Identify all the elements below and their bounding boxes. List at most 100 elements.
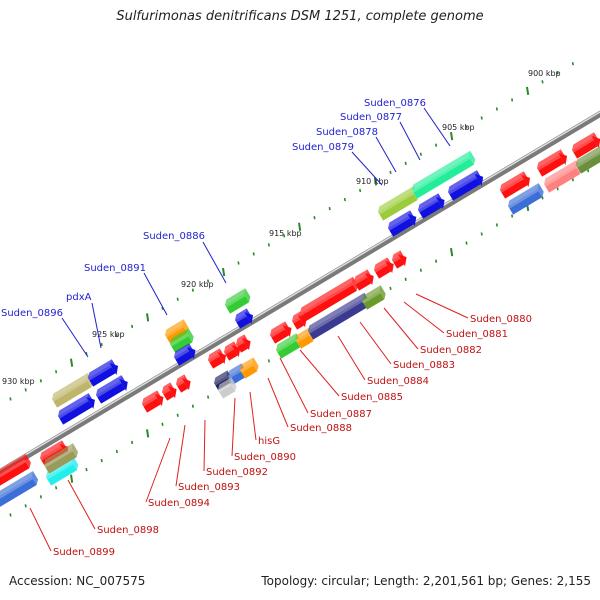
leader-line-reverse [279, 357, 309, 414]
scale-tick [267, 359, 270, 363]
leader-line-forward [202, 241, 227, 284]
scale-tick [435, 143, 438, 147]
scale-tick [419, 268, 422, 272]
leader-line-reverse [403, 301, 445, 334]
gene-block-reverse-front [224, 346, 238, 361]
gene-block-reverse-shine [236, 339, 245, 347]
leader-line-reverse [337, 335, 366, 381]
gene-label-reverse: Suden_0888 [290, 423, 352, 434]
leader-line-reverse [231, 397, 236, 457]
gene-block-reverse-front [0, 459, 30, 489]
gene-block-forward-front [572, 137, 598, 159]
gene-block-reverse-shine [218, 382, 232, 393]
scale-tick [404, 161, 407, 165]
gene-block-reverse [0, 470, 39, 509]
gene-label-reverse: Suden_0885 [341, 392, 403, 403]
gene-block-forward-top [508, 183, 539, 206]
gene-block-reverse-top [224, 341, 234, 352]
scale-tick [571, 62, 574, 66]
gene-block-reverse-front [392, 255, 404, 269]
gene-label-reverse: Suden_0898 [97, 525, 159, 536]
gene-block-reverse-shine [392, 255, 401, 263]
gene-block-forward [88, 359, 119, 387]
gene-label-reverse: Suden_0893 [178, 482, 240, 493]
gene-block-reverse [374, 257, 394, 279]
scale-tick [283, 234, 286, 238]
scale-tick [511, 214, 514, 218]
gene-block-forward-shine [170, 333, 189, 347]
scale-tick [146, 313, 150, 322]
gene-block-reverse-front [362, 290, 385, 310]
scale-tick [9, 397, 12, 401]
scale-labels: 900 kbp 905 kbp 910 kbp 915 kbp 920 kbp 925 k… [2, 69, 561, 386]
gene-block-forward-front [88, 364, 116, 387]
gene-block-reverse-top [142, 390, 158, 404]
gene-block-reverse-front [276, 338, 301, 359]
leader-line-reverse [145, 437, 171, 503]
gene-block-reverse-top [218, 377, 232, 390]
gene-block-reverse-top [0, 470, 33, 500]
leader-line-reverse [29, 507, 52, 552]
scale-label: 925 kbp [92, 330, 125, 339]
gene-block-forward-top [544, 160, 577, 184]
scale-tick [480, 116, 483, 120]
gene-block-forward-shine [88, 364, 112, 381]
map-title: Sulfurimonas denitrificans DSM 1251, com… [116, 9, 484, 24]
gene-block-reverse-top [308, 292, 365, 331]
scale-tick [495, 107, 498, 111]
gene-block-forward-front [58, 398, 93, 425]
gene-block-forward-top [225, 288, 246, 305]
gene-block-reverse-top [354, 269, 368, 282]
scale-tick [465, 241, 468, 245]
gene-block-forward-top [537, 149, 561, 168]
gene-block-reverse-front [142, 395, 161, 413]
gene-block-forward-arrowhead [109, 362, 119, 375]
scale-tick [24, 388, 27, 392]
gene-block-forward-arrowhead [86, 396, 95, 409]
gene-block-forward-top [412, 150, 471, 190]
scale-tick [374, 177, 378, 186]
scale-tick [176, 297, 179, 301]
gene-block-forward-shine [52, 378, 88, 402]
genome-backbone [0, 110, 600, 476]
gene-label-reverse: hisG [258, 436, 280, 447]
gene-block-reverse [176, 374, 191, 393]
leader-line-forward [375, 136, 397, 173]
scale-tick [55, 486, 58, 490]
gene-block-forward [448, 170, 484, 201]
scale-tick [359, 188, 362, 193]
gene-block-reverse-front [46, 461, 77, 486]
scale-tick [161, 422, 164, 426]
gene-block-reverse-shine [354, 274, 368, 285]
scale-tick [131, 324, 134, 329]
leader-line-forward [399, 121, 421, 161]
gene-block-reverse-top [300, 276, 353, 313]
gene-block-reverse-front [300, 282, 357, 322]
gene-block-reverse [240, 357, 259, 379]
gene-block-forward-shine [418, 198, 439, 213]
gene-block-reverse-side [31, 470, 39, 486]
gene-block-reverse-top [292, 311, 301, 321]
gene-block-forward-arrowhead [521, 174, 531, 187]
gene-features [0, 132, 600, 509]
scale-tick [267, 243, 270, 247]
scale-tick [343, 197, 346, 202]
gene-block-forward [500, 171, 531, 199]
leader-line-forward [61, 317, 89, 358]
gene-block-reverse-shine [162, 387, 171, 395]
gene-block-reverse [208, 348, 227, 369]
gene-block-forward-front [235, 313, 251, 329]
scale-tick [480, 232, 483, 236]
scale-label: 900 kbp [528, 69, 561, 78]
gene-block-forward-shine [378, 191, 414, 215]
gene-block-reverse [162, 382, 177, 401]
gene-block-forward-front [174, 348, 193, 366]
gene-block-reverse-front [0, 476, 37, 509]
gene-label-reverse: Suden_0882 [420, 345, 482, 356]
gene-block-reverse-front [218, 382, 236, 399]
gene-block-forward-top [58, 393, 89, 416]
gene-block-reverse-front [270, 326, 289, 344]
gene-block-reverse-shine [276, 338, 297, 353]
gene-block-forward-shine [537, 154, 561, 171]
gene-block-reverse-side [71, 443, 78, 458]
